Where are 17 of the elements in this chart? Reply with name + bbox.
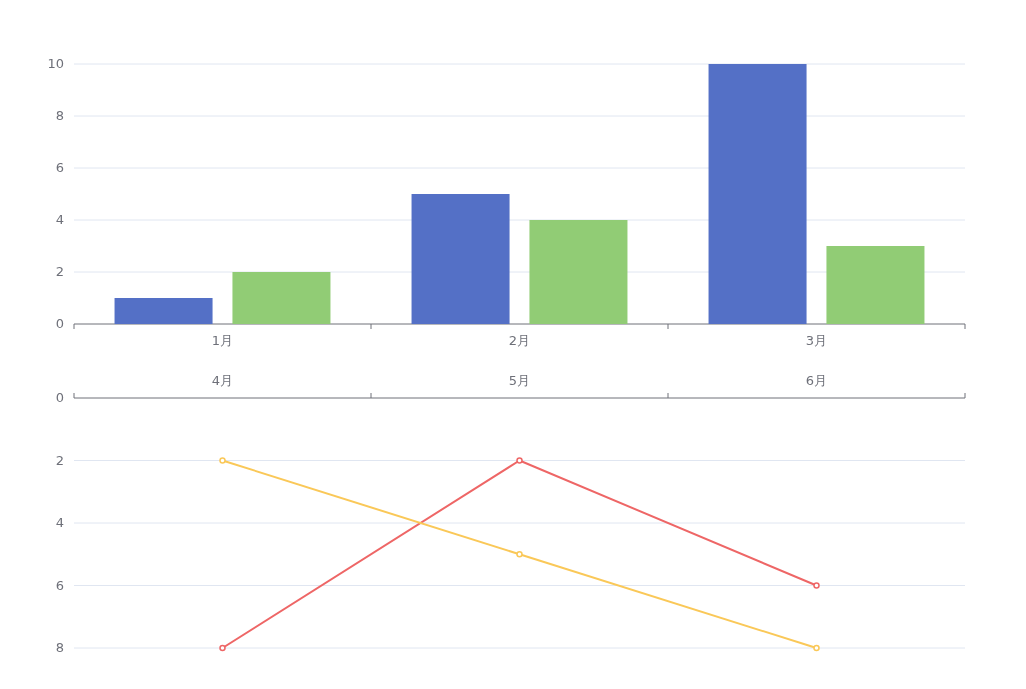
- x-tick-label: 1月: [211, 333, 234, 348]
- y-tick-label: 4: [55, 515, 64, 530]
- y-tick-label: 6: [55, 577, 64, 593]
- y-tick-label: 2: [55, 452, 64, 468]
- y-tick-label: 10: [47, 56, 64, 71]
- y-tick-label: 6: [55, 160, 64, 175]
- x-tick-label: 2月: [508, 333, 531, 348]
- y-tick-label: 0: [55, 390, 64, 405]
- y-tick-label: 8: [55, 640, 64, 655]
- x-tick-label: 4月: [211, 373, 234, 388]
- x-tick-label: 3月: [805, 333, 828, 348]
- y-tick-label: 0: [55, 316, 64, 331]
- y-tick-label: 4: [55, 212, 64, 227]
- x-tick-label: 6月: [805, 373, 828, 388]
- y-tick-label: 8: [55, 108, 64, 123]
- y-tick-label: 2: [55, 264, 64, 279]
- x-tick-label: 5月: [508, 373, 531, 388]
